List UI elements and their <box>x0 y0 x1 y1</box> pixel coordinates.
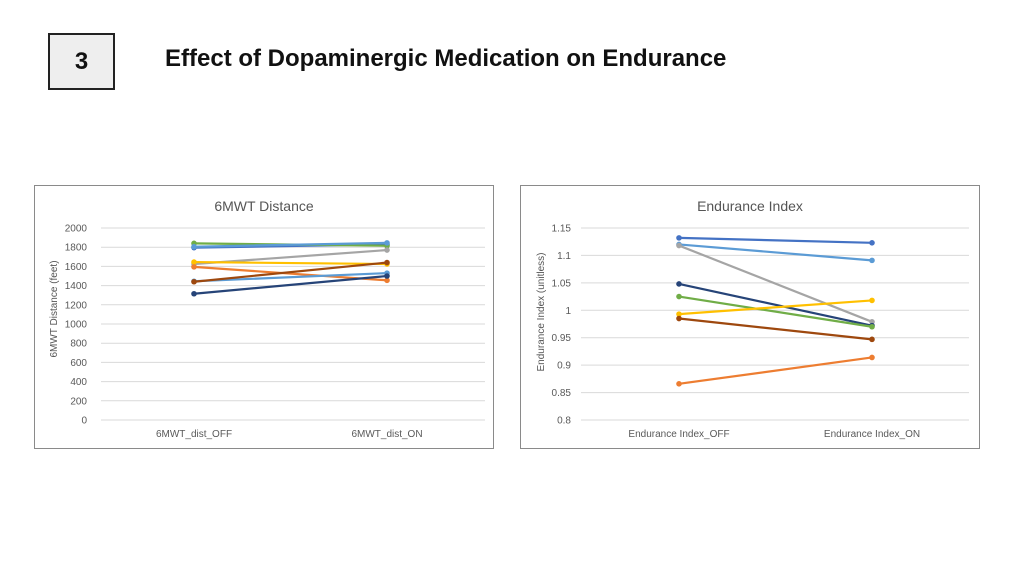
data-point <box>676 380 682 387</box>
y-tick-label: 800 <box>70 339 87 350</box>
y-tick-label: 1.15 <box>552 224 572 235</box>
chart-6mwt-distance-svg: 6MWT Distance 6MWT Distance (feet) 0 200 4… <box>49 198 485 440</box>
data-point <box>869 336 875 343</box>
data-point <box>676 242 682 249</box>
data-point <box>676 235 682 241</box>
y-axis-title: Endurance Index (unitless) <box>536 253 547 372</box>
series-line <box>677 356 874 385</box>
y-tick-label: 0.95 <box>552 333 572 344</box>
data-point <box>676 311 682 317</box>
data-point <box>384 277 390 284</box>
data-point <box>869 323 875 330</box>
y-tick-label: 1400 <box>65 281 88 292</box>
series-line <box>677 236 874 244</box>
y-axis-title: 6MWT Distance (feet) <box>49 260 60 357</box>
series-lines <box>191 240 390 297</box>
data-point <box>869 240 875 246</box>
series-line <box>192 261 389 283</box>
data-point <box>384 247 390 253</box>
data-point <box>676 281 682 287</box>
x-tick-label: 6MWT_dist_ON <box>351 429 422 440</box>
data-point <box>191 243 197 250</box>
data-point <box>384 273 390 279</box>
y-tick-label: 600 <box>70 358 87 369</box>
y-tick-labels: 0.8 0.85 0.9 0.95 1 1.05 1.1 1.15 <box>552 224 572 427</box>
series-line <box>677 317 874 341</box>
data-point <box>676 293 682 300</box>
data-point <box>191 290 197 297</box>
y-tick-label: 1200 <box>65 300 88 311</box>
series-lines <box>676 235 875 387</box>
series-line <box>192 272 389 283</box>
y-tick-label: 200 <box>70 396 87 407</box>
data-point <box>676 315 682 322</box>
data-point <box>191 259 197 265</box>
x-tick-labels: 6MWT_dist_OFF 6MWT_dist_ON <box>156 429 423 440</box>
series-line <box>192 274 389 295</box>
data-point <box>869 319 875 325</box>
y-tick-label: 2000 <box>65 224 88 235</box>
data-point <box>869 354 875 361</box>
series-line <box>677 244 874 323</box>
series-line <box>677 295 874 328</box>
chart-title: 6MWT Distance <box>214 198 314 214</box>
y-tick-label: 1.1 <box>557 251 571 262</box>
y-tick-labels: 0 200 400 600 800 1000 1200 1400 1600 1800 2000 <box>65 224 88 427</box>
y-tick-label: 1800 <box>65 243 88 254</box>
data-point <box>869 297 875 304</box>
chart-title: Endurance Index <box>697 198 803 214</box>
data-point <box>869 257 875 264</box>
data-point <box>191 264 197 270</box>
gridlines <box>101 227 485 421</box>
data-point <box>384 240 390 246</box>
chart-endurance-index: Endurance Index Endurance Index (unitles… <box>520 185 980 449</box>
x-tick-label: Endurance Index_ON <box>824 429 920 440</box>
x-tick-label: 6MWT_dist_OFF <box>156 429 232 440</box>
y-tick-label: 0.9 <box>557 361 571 372</box>
y-tick-label: 0.8 <box>557 416 571 427</box>
y-tick-label: 1 <box>565 306 571 317</box>
y-tick-label: 1600 <box>65 262 88 273</box>
y-tick-label: 1000 <box>65 320 88 331</box>
x-tick-labels: Endurance Index_OFF Endurance Index_ON <box>628 429 920 440</box>
series-line <box>192 260 389 266</box>
y-tick-label: 400 <box>70 377 87 388</box>
y-tick-label: 1.05 <box>552 278 572 289</box>
series-line <box>192 241 389 248</box>
slide-title: Effect of Dopaminergic Medication on End… <box>165 45 727 72</box>
slide-number: 3 <box>48 33 115 90</box>
series-line <box>677 282 874 327</box>
series-line <box>677 243 874 262</box>
y-tick-label: 0 <box>81 416 87 427</box>
y-tick-label: 0.85 <box>552 388 572 399</box>
data-point <box>384 259 390 266</box>
chart-6mwt-distance: 6MWT Distance 6MWT Distance (feet) 0 200 4… <box>34 185 494 449</box>
data-point <box>191 278 197 285</box>
chart-endurance-index-svg: Endurance Index Endurance Index (unitles… <box>536 198 969 440</box>
x-tick-label: Endurance Index_OFF <box>628 429 729 440</box>
gridlines <box>581 227 969 421</box>
series-line <box>677 299 874 316</box>
